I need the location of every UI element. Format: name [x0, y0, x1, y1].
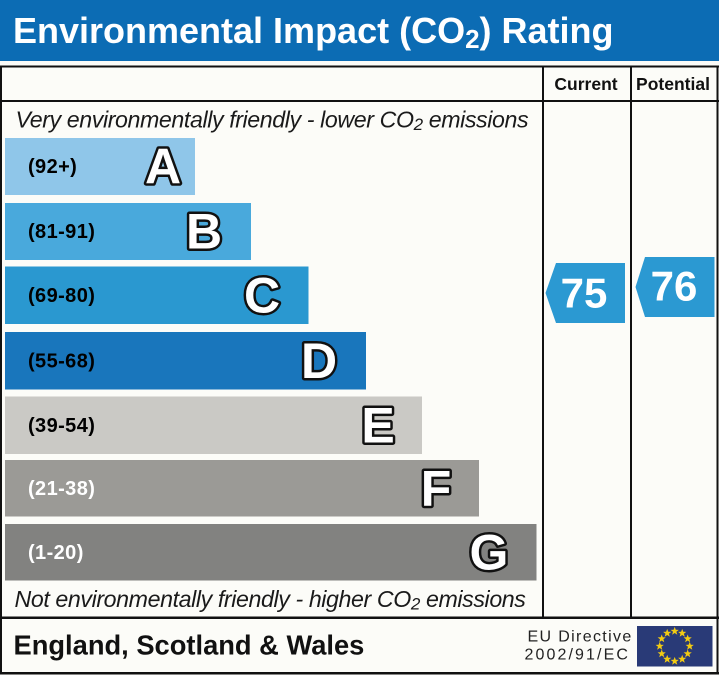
svg-text:C: C — [244, 268, 280, 324]
svg-text:EU Directive: EU Directive — [528, 629, 633, 646]
svg-text:Environmental Impact (CO2) Rat: Environmental Impact (CO2) Rating — [13, 10, 614, 54]
svg-text:Not environmentally friendly -: Not environmentally friendly - higher CO… — [15, 586, 527, 614]
svg-text:England, Scotland & Wales: England, Scotland & Wales — [14, 630, 365, 661]
svg-text:D: D — [301, 333, 337, 389]
svg-text:Very environmentally friendly: Very environmentally friendly - lower CO… — [16, 107, 529, 135]
svg-text:Potential: Potential — [636, 74, 710, 94]
svg-text:(92+): (92+) — [28, 156, 77, 178]
svg-text:G: G — [470, 525, 509, 581]
svg-text:2002/91/EC: 2002/91/EC — [525, 647, 631, 664]
svg-text:E: E — [361, 398, 394, 454]
svg-text:76: 76 — [651, 263, 698, 310]
svg-text:(81-91): (81-91) — [28, 221, 95, 243]
svg-text:F: F — [421, 461, 452, 517]
svg-text:(1-20): (1-20) — [28, 542, 84, 564]
svg-text:(39-54): (39-54) — [28, 415, 95, 437]
svg-text:A: A — [145, 139, 181, 195]
svg-text:Current: Current — [554, 74, 617, 94]
svg-text:(21-38): (21-38) — [28, 478, 95, 500]
svg-text:(69-80): (69-80) — [28, 285, 95, 307]
svg-text:(55-68): (55-68) — [28, 351, 95, 373]
svg-text:75: 75 — [561, 270, 608, 317]
svg-text:B: B — [186, 204, 222, 260]
